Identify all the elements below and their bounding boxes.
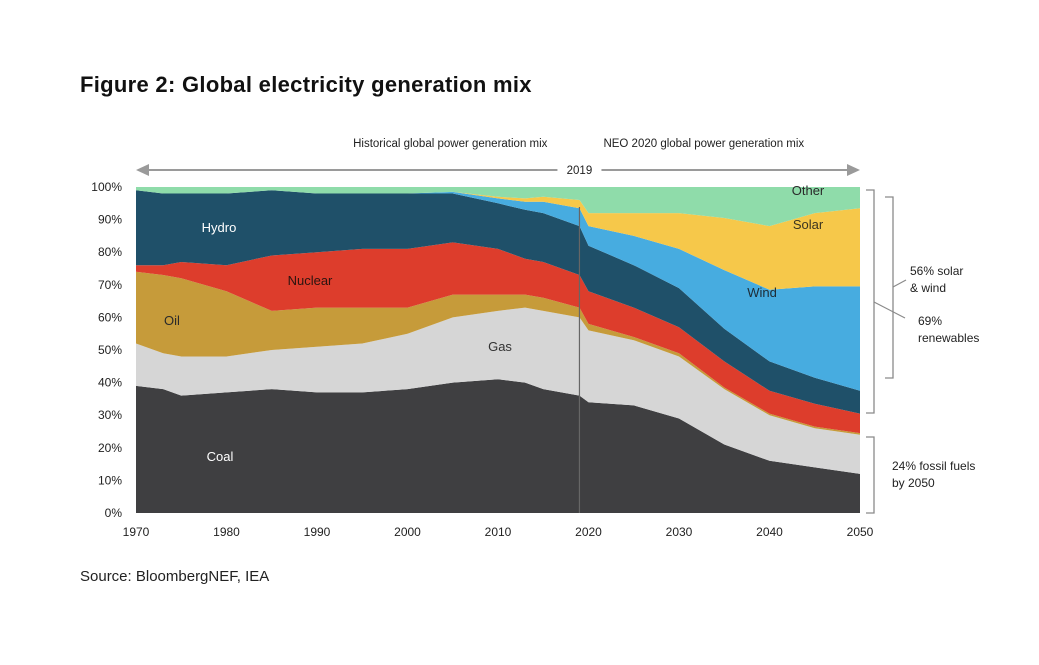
series-label-gas: Gas <box>488 339 512 354</box>
y-axis-ticks: 0% 10% 20% 30% 40% 50% 60% 70% 80% 90% 100% <box>91 180 122 520</box>
x-axis-ticks: 1970 1980 1990 2000 2010 2020 2030 2040 2050 <box>123 525 874 539</box>
annotation-solar-wind: 56% solar <box>910 264 963 278</box>
x-tick-label: 2000 <box>394 525 421 539</box>
series-label-nuclear: Nuclear <box>288 273 333 288</box>
chart-title: Figure 2: Global electricity generation … <box>80 72 532 97</box>
x-tick-label: 1990 <box>304 525 331 539</box>
historical-label: Historical global power generation mix <box>353 138 548 150</box>
period-header: 2019 Historical global power generation m… <box>136 138 860 177</box>
series-label-oil: Oil <box>164 313 180 328</box>
y-tick-label: 70% <box>98 278 122 292</box>
series-label-solar: Solar <box>793 217 824 232</box>
area-gas <box>136 307 860 474</box>
solar-wind-pointer <box>892 279 907 288</box>
arrow-left-icon <box>136 164 149 176</box>
area-coal <box>136 379 860 513</box>
bracket-solar-wind <box>885 196 894 379</box>
annotation-renewables: renewables <box>918 331 979 345</box>
x-tick-label: 1980 <box>213 525 240 539</box>
y-tick-label: 60% <box>98 310 122 324</box>
x-tick-label: 2040 <box>756 525 783 539</box>
area-layers <box>136 187 860 513</box>
forecast-label: NEO 2020 global power generation mix <box>603 138 804 150</box>
annotation-renewables: 69% <box>918 314 942 328</box>
x-tick-label: 1970 <box>123 525 150 539</box>
series-label-hydro: Hydro <box>202 220 237 235</box>
series-label-coal: Coal <box>207 449 234 464</box>
x-tick-label: 2050 <box>847 525 874 539</box>
x-tick-label: 2020 <box>575 525 602 539</box>
y-tick-label: 40% <box>98 376 122 390</box>
series-labels: Coal Gas Oil Nuclear Hydro Wind Solar Other <box>164 183 825 464</box>
arrow-right-icon <box>847 164 860 176</box>
y-tick-label: 100% <box>91 180 122 194</box>
bracket-renewables <box>866 189 875 414</box>
y-tick-label: 90% <box>98 213 122 227</box>
area-other <box>136 187 860 227</box>
y-tick-label: 10% <box>98 473 122 487</box>
area-nuclear <box>136 242 860 434</box>
y-tick-label: 0% <box>105 506 123 520</box>
divider-year-label: 2019 <box>567 165 593 177</box>
x-tick-label: 2010 <box>485 525 512 539</box>
area-hydro <box>136 190 860 414</box>
bracket-fossil <box>866 436 875 514</box>
area-wind <box>136 190 860 391</box>
annotation-brackets: 56% solar & wind 69% renewables 24% fossil f… <box>866 189 979 514</box>
annotation-fossil-fuels: 24% fossil fuels <box>892 459 975 473</box>
y-tick-label: 30% <box>98 408 122 422</box>
y-tick-label: 50% <box>98 343 122 357</box>
y-tick-label: 20% <box>98 441 122 455</box>
series-label-other: Other <box>792 183 825 198</box>
series-label-wind: Wind <box>747 285 777 300</box>
source-note: Source: BloombergNEF, IEA <box>80 568 270 585</box>
annotation-solar-wind: & wind <box>910 281 946 295</box>
x-tick-label: 2030 <box>666 525 693 539</box>
area-oil <box>136 271 860 435</box>
annotation-fossil-fuels: by 2050 <box>892 476 935 490</box>
area-solar <box>136 190 860 290</box>
renewables-pointer <box>873 301 906 319</box>
y-tick-label: 80% <box>98 245 122 259</box>
